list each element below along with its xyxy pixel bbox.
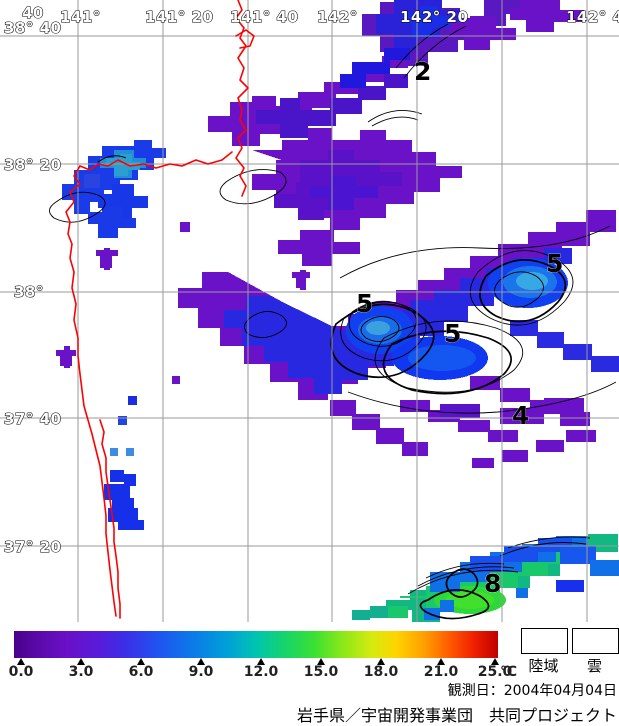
- colorbar-unit-label: ℃: [500, 664, 517, 680]
- land-swatch-box: [521, 628, 568, 654]
- colorbar-tick-label: 6.0: [128, 664, 154, 680]
- colorbar-tick-label: 9.0: [188, 664, 214, 680]
- contour-label: 5: [546, 249, 563, 278]
- map-svg: 141° 141° 20 141° 40 142° 142° 20 142° 4…: [0, 0, 619, 622]
- land-swatch-label: 陸域: [528, 657, 559, 675]
- colorbar-tick: [17, 658, 25, 665]
- lon-label: 142° 20: [400, 8, 468, 26]
- contour-label: 5: [356, 289, 373, 318]
- colorbar-tick: [491, 658, 499, 665]
- lon-label: 142° 4: [566, 8, 619, 26]
- lat-label: 38° 20: [4, 156, 61, 174]
- map-gridlines: [0, 0, 619, 622]
- colorbar-tick-label: 3.0: [68, 664, 94, 680]
- coastline: [65, 0, 255, 619]
- colorbar-tick: [137, 658, 145, 665]
- cloud-swatch-box: [572, 628, 619, 654]
- colorbar-tick: [197, 658, 205, 665]
- colorbar-tick: [377, 658, 385, 665]
- lat-label: 37° 20: [4, 538, 61, 556]
- project-credit: 岩手県／宇宙開発事業団 共同プロジェクト: [296, 706, 617, 725]
- colorbar-tick-label: 15.0: [303, 664, 339, 680]
- colorbar-tick-label: 12.0: [243, 664, 279, 680]
- contour-label: 4: [512, 401, 529, 430]
- contour-lines: [49, 23, 617, 620]
- colorbar-tick-label: 25.0: [477, 664, 513, 680]
- lon-label: 141° 20: [145, 8, 213, 26]
- contour-label: 8: [484, 569, 501, 598]
- colorbar-tick: [437, 658, 445, 665]
- lat-tick-labels: 40 38° 40 38° 20 38° 37° 40 37° 20: [3, 3, 61, 556]
- colorbar-tick: [77, 658, 85, 665]
- colorbar-tick: [257, 658, 265, 665]
- observation-date: 観測日：2004年04月04日: [447, 683, 617, 699]
- colorbar-tick-label: 18.0: [363, 664, 399, 680]
- lat-label: 38°: [14, 283, 44, 301]
- legend-panel: 0.0 3.0 6.0 9.0 12.0 15.0 18.0 21.0 25.0…: [0, 622, 619, 725]
- contour-label: 2: [414, 57, 431, 86]
- contour-label: 5: [444, 319, 461, 348]
- lat-label: 38° 40: [4, 19, 61, 37]
- temperature-colorbar[interactable]: [14, 631, 498, 658]
- lat-label-extra: 40: [22, 4, 44, 22]
- lon-label: 142°: [317, 8, 358, 26]
- cloud-swatch-label: 雲: [586, 657, 602, 675]
- colorbar-tick-label: 21.0: [423, 664, 459, 680]
- contour-value-labels: 2 5 5 5 4 8: [356, 57, 564, 599]
- temperature-field: [56, 0, 619, 622]
- colorbar-tick-label: 0.0: [8, 664, 34, 680]
- lat-label: 37° 40: [4, 410, 61, 428]
- map-canvas[interactable]: 141° 141° 20 141° 40 142° 142° 20 142° 4…: [0, 0, 619, 622]
- colorbar-tick: [317, 658, 325, 665]
- lon-tick-labels: 141° 141° 20 141° 40 142° 142° 20 142° 4: [59, 7, 619, 26]
- lon-label: 141°: [60, 8, 101, 26]
- lon-label: 141° 40: [230, 8, 298, 26]
